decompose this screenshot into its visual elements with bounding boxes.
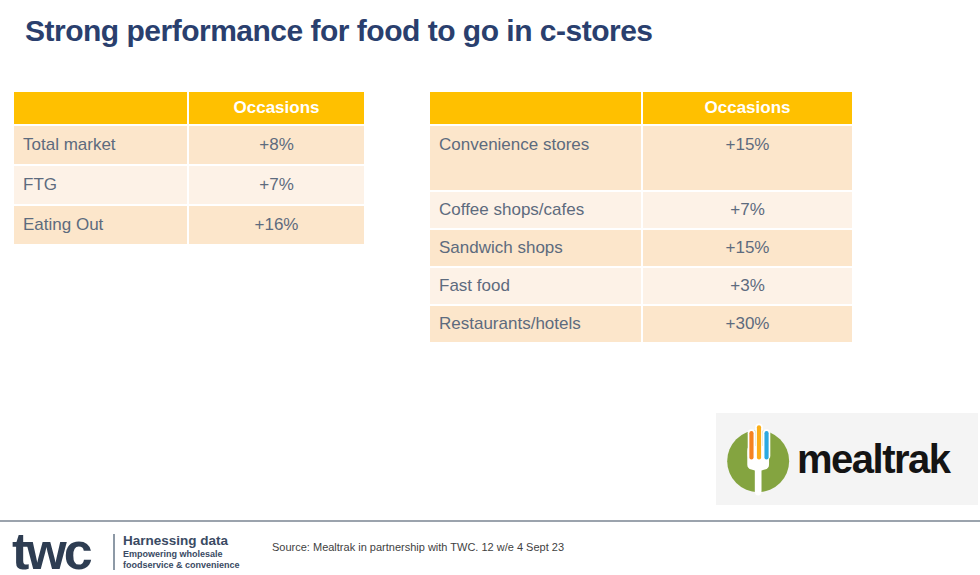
row-value: +16% <box>189 206 364 244</box>
row-label: Fast food <box>430 268 641 304</box>
row-value: +3% <box>643 268 852 304</box>
channels-table-occasions-header: Occasions <box>643 92 852 124</box>
twc-tagline-divider <box>113 534 115 570</box>
table-row: Sandwich shops +15% <box>430 230 852 266</box>
twc-tagline-title: Harnessing data <box>123 533 240 549</box>
row-label: FTG <box>14 166 187 204</box>
row-label: Eating Out <box>14 206 187 244</box>
row-label: Convenience stores <box>430 126 641 190</box>
table-row: Total market +8% <box>14 126 364 164</box>
row-label: Total market <box>14 126 187 164</box>
row-value: +7% <box>189 166 364 204</box>
row-label: Restaurants/hotels <box>430 306 641 342</box>
table-row: Eating Out +16% <box>14 206 364 244</box>
channels-table: Occasions Convenience stores +15% Coffee… <box>428 90 854 344</box>
market-table: Occasions Total market +8% FTG +7% Eatin… <box>12 90 366 246</box>
table-row: Fast food +3% <box>430 268 852 304</box>
table-row: Coffee shops/cafes +7% <box>430 192 852 228</box>
row-value: +8% <box>189 126 364 164</box>
row-value: +15% <box>643 126 852 190</box>
slide: Strong performance for food to go in c-s… <box>0 0 980 575</box>
twc-tagline-line2: foodservice & convenience <box>123 560 240 571</box>
row-value: +15% <box>643 230 852 266</box>
mealtrak-fork-icon <box>723 417 795 501</box>
mealtrak-logo-text: mealtrak <box>797 437 950 482</box>
table-row: Convenience stores +15% <box>430 126 852 190</box>
channels-table-empty-header <box>430 92 641 124</box>
row-label: Sandwich shops <box>430 230 641 266</box>
twc-tagline-line1: Empowering wholesale <box>123 549 240 560</box>
table-row: Restaurants/hotels +30% <box>430 306 852 342</box>
row-value: +30% <box>643 306 852 342</box>
source-note: Source: Mealtrak in partnership with TWC… <box>272 541 564 553</box>
page-title: Strong performance for food to go in c-s… <box>25 14 653 48</box>
table-row: FTG +7% <box>14 166 364 204</box>
market-table-header-row: Occasions <box>14 92 364 124</box>
row-label: Coffee shops/cafes <box>430 192 641 228</box>
market-table-empty-header <box>14 92 187 124</box>
mealtrak-logo: mealtrak <box>716 413 978 505</box>
market-table-occasions-header: Occasions <box>189 92 364 124</box>
twc-tagline: Harnessing data Empowering wholesale foo… <box>123 533 240 570</box>
footer-divider-line <box>0 520 980 522</box>
row-value: +7% <box>643 192 852 228</box>
channels-table-header-row: Occasions <box>430 92 852 124</box>
twc-logo-text: twc <box>12 521 90 575</box>
